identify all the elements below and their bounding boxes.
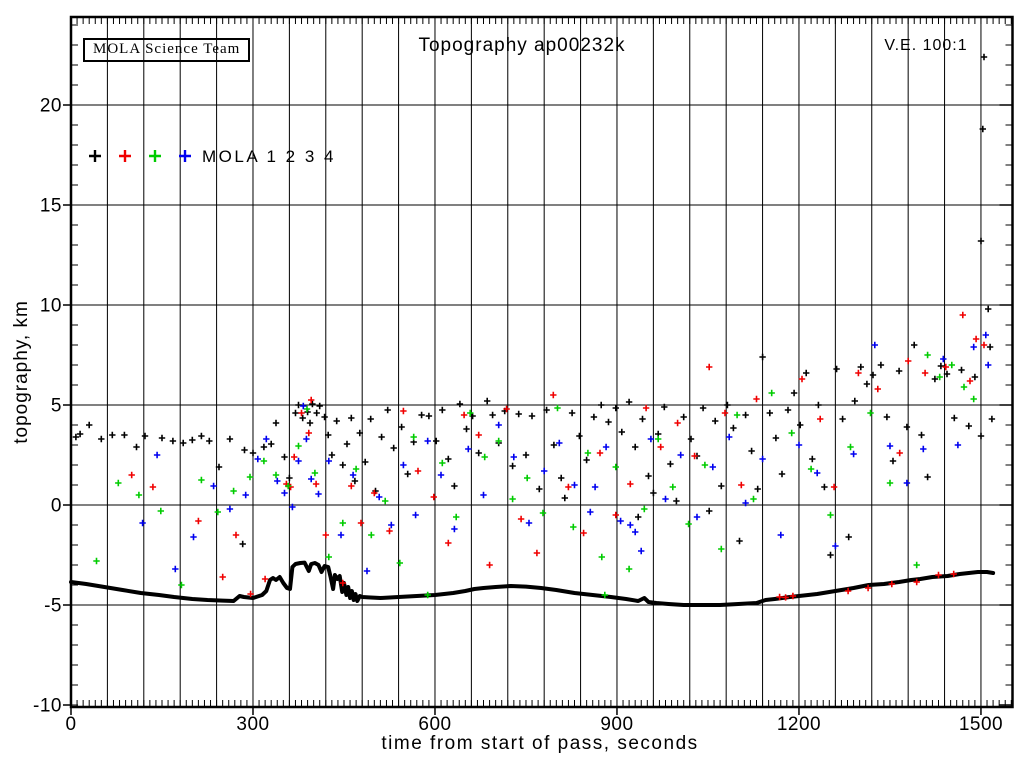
- axis-ticks: [63, 17, 1013, 715]
- x-tick-labels: 0 300 600 900 1200 1500: [65, 714, 1003, 735]
- legend-cross-mola-1: [89, 150, 101, 162]
- y-tick-label: 20: [40, 96, 62, 117]
- x-tick-label: 1500: [959, 714, 1003, 735]
- scatter-mola-2: [128, 311, 988, 601]
- scatter-mola-4: [139, 331, 992, 575]
- chart-title: Topography ap00232k: [418, 35, 626, 56]
- mola-science-team-box: MOLA Science Team: [83, 38, 251, 62]
- y-tick-label: 10: [40, 296, 62, 317]
- legend-cross-mola-3: [149, 150, 161, 162]
- x-axis-title: time from start of pass, seconds: [381, 733, 699, 754]
- y-tick-label: -10: [33, 696, 62, 717]
- legend-markers: [89, 150, 191, 162]
- x-tick-label: 0: [65, 714, 76, 735]
- grid-lines: [71, 17, 1013, 707]
- x-tick-label: 600: [418, 714, 451, 735]
- x-tick-label: 900: [600, 714, 633, 735]
- ground-track-trace: [69, 560, 996, 607]
- legend-cross-mola-4: [179, 150, 191, 162]
- y-axis-title: topography, km: [11, 300, 32, 444]
- y-tick-label: -5: [44, 596, 62, 617]
- legend-cross-mola-2: [119, 150, 131, 162]
- y-tick-label: 5: [51, 396, 62, 417]
- y-tick-label: 0: [51, 496, 62, 517]
- scatter-mola-3: [93, 351, 977, 599]
- y-tick-labels: -10 -5 0 5 10 15 20: [33, 96, 62, 717]
- y-tick-label: 15: [40, 196, 62, 217]
- x-tick-label: 300: [236, 714, 269, 735]
- scatter-mola-1: [72, 53, 996, 559]
- vertical-exaggeration-label: V.E. 100:1: [884, 37, 968, 54]
- x-tick-label: 1200: [777, 714, 821, 735]
- plot-frame: [69, 15, 1014, 709]
- legend-label: MOLA 1 2 3 4: [202, 147, 336, 166]
